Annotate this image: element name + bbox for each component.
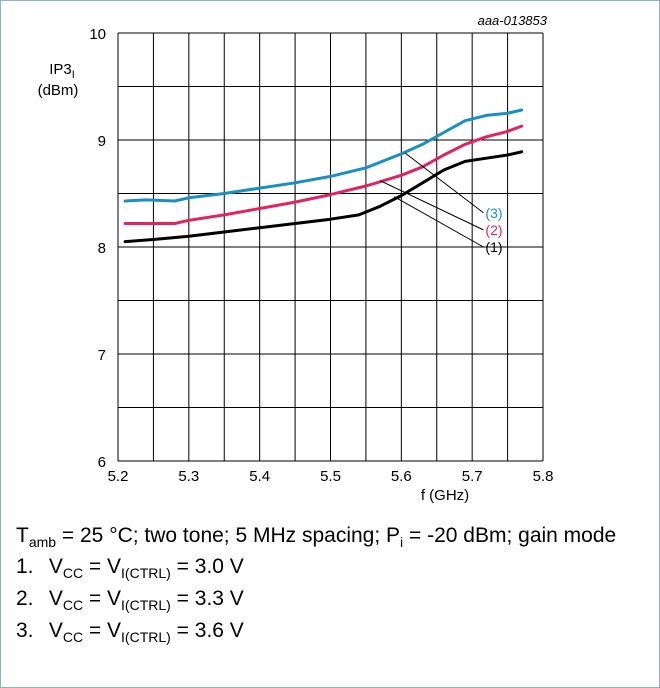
annotation-leader-line bbox=[394, 196, 484, 248]
x-tick-label: 5.8 bbox=[533, 468, 554, 485]
cond-a: = 25 °C; two tone; 5 MHz spacing; P bbox=[56, 524, 401, 547]
y-tick-label: 9 bbox=[98, 133, 106, 150]
cond-t: T bbox=[16, 524, 29, 547]
grid-layer bbox=[117, 32, 544, 462]
line-chart: (3)(2)(1) 5.2 5.3 5.4 5.5 5.6 5.7 5.8 6 7 8 9 10 IP3… bbox=[38, 13, 554, 504]
note-eq: = V bbox=[83, 619, 122, 642]
x-tick-label: 5.7 bbox=[462, 468, 483, 485]
annotation-leader-line bbox=[379, 180, 484, 231]
cond-p-sub: i bbox=[400, 534, 404, 551]
note-i-sub: I(CTRL) bbox=[121, 565, 171, 582]
series-layer bbox=[123, 108, 524, 244]
y-tick-label: 10 bbox=[89, 26, 106, 43]
y-tick-label: 7 bbox=[98, 347, 106, 364]
x-tick-label: 5.5 bbox=[320, 468, 341, 485]
x-axis-label: f (GHz) bbox=[421, 487, 469, 504]
note-number: 1. bbox=[16, 555, 34, 578]
series-line-2 bbox=[123, 124, 524, 225]
y-tick-label: 8 bbox=[98, 240, 106, 257]
x-tick-label: 5.2 bbox=[108, 468, 129, 485]
note-eq: = V bbox=[83, 587, 122, 610]
note-value: = 3.3 V bbox=[170, 587, 244, 610]
annotation-label: (2) bbox=[485, 222, 502, 238]
note-v: V bbox=[48, 555, 63, 578]
figure-caption: Tamb = 25 °C; two tone; 5 MHz spacing; P… bbox=[16, 522, 646, 647]
y-tick-label: 6 bbox=[98, 454, 106, 471]
x-tick-label: 5.4 bbox=[249, 468, 270, 485]
x-tick-label: 5.3 bbox=[178, 468, 199, 485]
figure-id: aaa-013853 bbox=[478, 13, 548, 28]
note-3: 3. VCC = VI(CTRL) = 3.6 V bbox=[16, 617, 646, 647]
y-axis-label-sub: I bbox=[72, 69, 75, 81]
x-tick-label: 5.6 bbox=[391, 468, 412, 485]
y-axis-unit: (dBm) bbox=[38, 82, 79, 99]
annotation-layer: (3)(2)(1) bbox=[379, 152, 503, 255]
y-axis-label-main: IP3 bbox=[49, 61, 72, 78]
note-v-sub: CC bbox=[62, 597, 84, 614]
note-eq: = V bbox=[83, 555, 122, 578]
note-v-sub: CC bbox=[62, 565, 84, 582]
label-layer: 5.2 5.3 5.4 5.5 5.6 5.7 5.8 6 7 8 9 10 IP3I(dBm) f (G… bbox=[38, 13, 554, 504]
annotation-label: (1) bbox=[485, 239, 502, 255]
annotation-leader-line bbox=[404, 152, 484, 214]
note-2: 2. VCC = VI(CTRL) = 3.3 V bbox=[16, 585, 646, 615]
note-v: V bbox=[48, 587, 63, 610]
y-axis-label: IP3I bbox=[49, 61, 75, 81]
note-value: = 3.0 V bbox=[170, 555, 244, 578]
note-v-sub: CC bbox=[62, 629, 84, 646]
note-number: 3. bbox=[16, 619, 34, 642]
note-v: V bbox=[48, 619, 63, 642]
series-line-1 bbox=[123, 150, 524, 244]
cond-b: = -20 dBm; gain mode bbox=[403, 524, 617, 547]
annotation-label: (3) bbox=[485, 205, 502, 221]
note-value: = 3.6 V bbox=[170, 619, 244, 642]
note-1: 1. VCC = VI(CTRL) = 3.0 V bbox=[16, 553, 646, 583]
cond-t-sub: amb bbox=[28, 534, 57, 551]
note-i-sub: I(CTRL) bbox=[121, 597, 171, 614]
note-i-sub: I(CTRL) bbox=[121, 629, 171, 646]
note-number: 2. bbox=[16, 587, 34, 610]
test-conditions: Tamb = 25 °C; two tone; 5 MHz spacing; P… bbox=[16, 522, 646, 549]
series-line-3 bbox=[123, 108, 524, 203]
